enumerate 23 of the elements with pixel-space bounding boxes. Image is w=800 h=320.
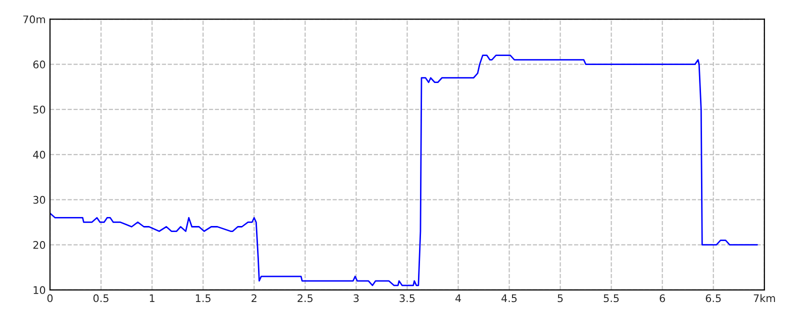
x-tick-label: 0.5 (93, 294, 108, 302)
x-tick-label: 5.5 (604, 294, 619, 302)
y-tick-label: 30 (33, 196, 46, 204)
y-tick-label: 40 (33, 150, 46, 159)
x-tick-label: 3 (354, 294, 359, 302)
x-tick-label: 3.5 (400, 294, 415, 302)
x-tick-label: 6.5 (706, 294, 721, 302)
x-tick-label: 1.5 (196, 294, 210, 302)
y-tick-label: 50 (33, 106, 46, 114)
x-tick-label: 4 (455, 294, 461, 302)
y-tick-label: 70m (23, 15, 45, 24)
x-tick-label: 2.5 (298, 294, 313, 302)
x-tick-label: 5 (558, 294, 563, 302)
x-tick-label: 7km (754, 294, 775, 302)
y-tick-label: 60 (33, 60, 46, 68)
x-tick-label: 4.5 (501, 294, 517, 302)
line-series (50, 54, 758, 286)
y-tick-label: 20 (33, 241, 46, 249)
x-tick-label: 2 (252, 294, 256, 302)
y-tick-label: 10 (34, 286, 46, 294)
x-tick-label: 0 (47, 294, 53, 302)
x-tick-label: 1 (150, 294, 154, 302)
x-tick-label: 6 (660, 294, 665, 302)
